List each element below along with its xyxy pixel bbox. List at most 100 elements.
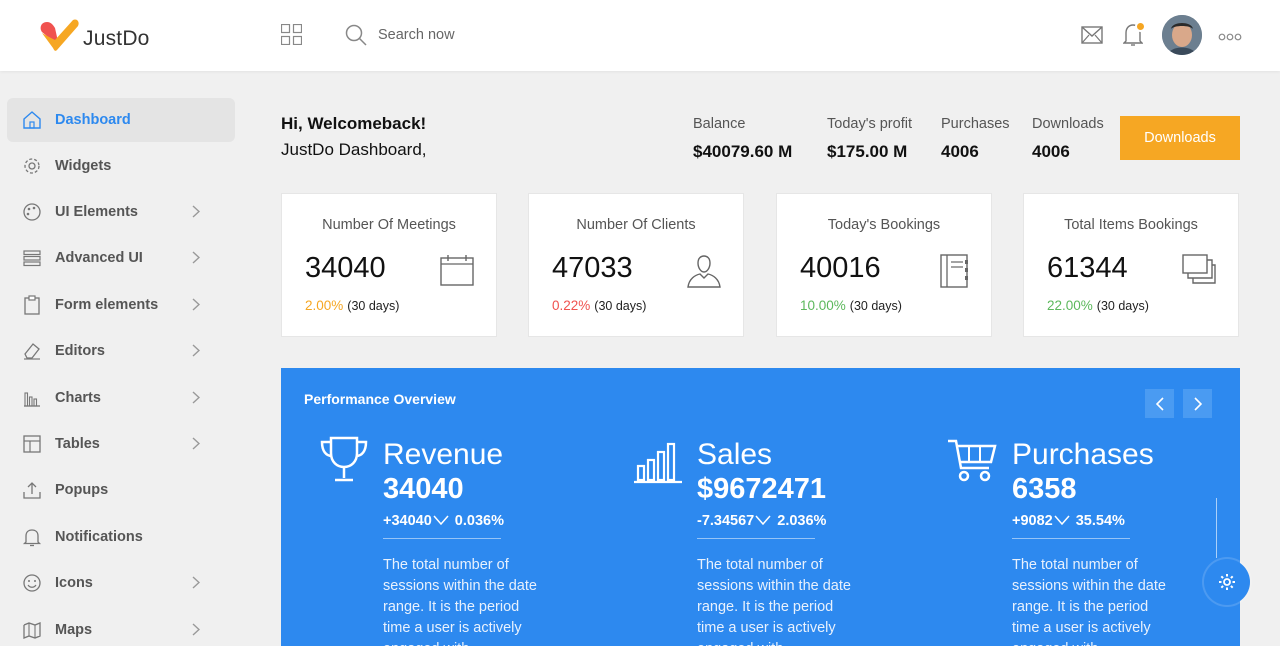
card-value: 61344: [1047, 252, 1128, 284]
sidebar-item-label: Dashboard: [55, 112, 131, 128]
sidebar-item-label: UI Elements: [55, 204, 138, 220]
change-value: +9082: [1012, 513, 1053, 529]
notification-bell-icon[interactable]: [1123, 23, 1143, 47]
sidebar-item-form-elements[interactable]: Form elements: [7, 283, 235, 327]
logo-heart-icon: [40, 19, 79, 51]
sidebar-item-charts[interactable]: Charts: [7, 376, 235, 420]
smiley-icon: [23, 574, 41, 592]
card-percent: 0.22%: [552, 298, 591, 313]
user-avatar[interactable]: [1162, 15, 1202, 55]
stat-value: 4006: [1032, 142, 1070, 161]
prev-button[interactable]: [1145, 389, 1174, 418]
home-icon: [23, 111, 41, 129]
sidebar-item-popups[interactable]: Popups: [7, 468, 235, 512]
metric-name: Sales: [697, 438, 773, 471]
copy-icon: [1182, 254, 1216, 284]
panel-scroll-indicator: [1216, 498, 1217, 558]
bell-icon: [22, 529, 42, 547]
chevron-right-icon: [1193, 396, 1202, 411]
metric-value: 34040: [383, 473, 464, 505]
top-header: JustDo Search now: [0, 0, 1280, 71]
metric-value: 6358: [1012, 473, 1077, 505]
stat-label: Purchases: [941, 116, 1010, 132]
sidebar-item-dashboard[interactable]: Dashboard: [7, 98, 235, 142]
downloads-button[interactable]: Downloads: [1120, 116, 1240, 160]
sidebar-item-label: Form elements: [55, 297, 159, 313]
notification-dot: [1135, 21, 1146, 32]
sidebar-item-label: Popups: [55, 482, 109, 498]
sidebar-item-advanced-ui[interactable]: Advanced UI: [7, 236, 235, 280]
next-button[interactable]: [1183, 389, 1212, 418]
chevron-right-icon: [192, 205, 200, 218]
sidebar-item-widgets[interactable]: Widgets: [7, 144, 235, 188]
card-todays-bookings: Today's Bookings 40016 10.00% (30 days): [776, 193, 992, 337]
card-percent: 2.00%: [305, 298, 344, 313]
chevron-down-icon: [1054, 515, 1070, 526]
card-value: 47033: [552, 252, 633, 284]
change-percent: 2.036%: [777, 513, 827, 529]
mail-icon[interactable]: [1081, 26, 1103, 44]
sidebar-item-label: Tables: [55, 436, 100, 452]
card-title: Total Items Bookings: [1064, 217, 1198, 233]
stat-label: Downloads: [1032, 116, 1104, 132]
stat-balance: Balance $40079.60 M: [693, 116, 792, 162]
more-options-icon[interactable]: [1218, 33, 1242, 41]
metric-name: Revenue: [383, 438, 504, 471]
sidebar-item-label: Charts: [55, 390, 101, 406]
card-period: (30 days): [594, 299, 647, 313]
card-period: (30 days): [347, 299, 400, 313]
app-name: JustDo: [83, 27, 150, 50]
page-subtitle: JustDo Dashboard,: [281, 140, 427, 159]
chevron-right-icon: [192, 251, 200, 264]
card-period: (30 days): [1096, 299, 1149, 313]
chevron-down-icon: [433, 515, 449, 526]
chevron-right-icon: [192, 344, 200, 357]
settings-fab-button[interactable]: [1204, 559, 1250, 605]
metric-change: -7.34567 2.036%: [697, 513, 826, 529]
sidebar-item-tables[interactable]: Tables: [7, 422, 235, 466]
panel-title: Performance Overview: [304, 391, 456, 407]
card-clients: Number Of Clients 47033 0.22% (30 days): [528, 193, 744, 337]
card-meetings: Number Of Meetings 34040 2.00% (30 days): [281, 193, 497, 337]
bar-chart-icon: [634, 442, 682, 484]
notebook-icon: [940, 254, 968, 288]
chevron-right-icon: [192, 576, 200, 589]
cart-icon: [948, 439, 997, 482]
eraser-icon: [24, 343, 40, 360]
card-period: (30 days): [849, 299, 902, 313]
sidebar-item-label: Notifications: [55, 529, 143, 545]
palette-icon: [23, 203, 41, 221]
change-percent: 0.036%: [454, 513, 504, 529]
chevron-left-icon: [1155, 396, 1164, 411]
sidebar-item-icons[interactable]: Icons: [7, 561, 235, 605]
card-value: 40016: [800, 252, 881, 284]
sidebar-item-notifications[interactable]: Notifications: [7, 515, 235, 559]
card-percent: 10.00%: [800, 298, 846, 313]
stat-todays-profit: Today's profit $175.00 M: [827, 116, 912, 162]
apps-grid-icon[interactable]: [281, 24, 302, 45]
divider: [1012, 538, 1130, 539]
chevron-right-icon: [192, 437, 200, 450]
sidebar: Dashboard Widgets UI Elements Advanced U…: [0, 71, 245, 646]
metric-description: The total number of sessions within the …: [697, 557, 851, 646]
change-value: +34040: [383, 513, 432, 529]
logo[interactable]: JustDo: [39, 18, 150, 54]
search-icon[interactable]: [345, 24, 367, 46]
sidebar-item-editors[interactable]: Editors: [7, 329, 235, 373]
metric-value: $9672471: [697, 473, 827, 505]
metric-change: +9082 35.54%: [1012, 513, 1125, 529]
stat-value: $175.00 M: [827, 142, 908, 161]
bar-chart-icon: [24, 392, 40, 407]
user-icon: [687, 255, 721, 288]
page-title: Hi, Welcomeback!: [281, 114, 427, 133]
stat-purchases: Purchases 4006: [941, 116, 1010, 162]
map-icon: [23, 622, 41, 639]
sidebar-item-label: Maps: [55, 622, 93, 638]
metric-change: +34040 0.036%: [383, 513, 504, 529]
sidebar-item-ui-elements[interactable]: UI Elements: [7, 190, 235, 234]
sidebar-item-maps[interactable]: Maps: [7, 608, 235, 646]
search-input[interactable]: Search now: [378, 27, 455, 43]
change-value: -7.34567: [697, 513, 755, 529]
card-trend: 0.22% (30 days): [552, 298, 646, 313]
performance-overview-panel: Performance Overview Revenue 34040 +3404…: [281, 368, 1240, 646]
